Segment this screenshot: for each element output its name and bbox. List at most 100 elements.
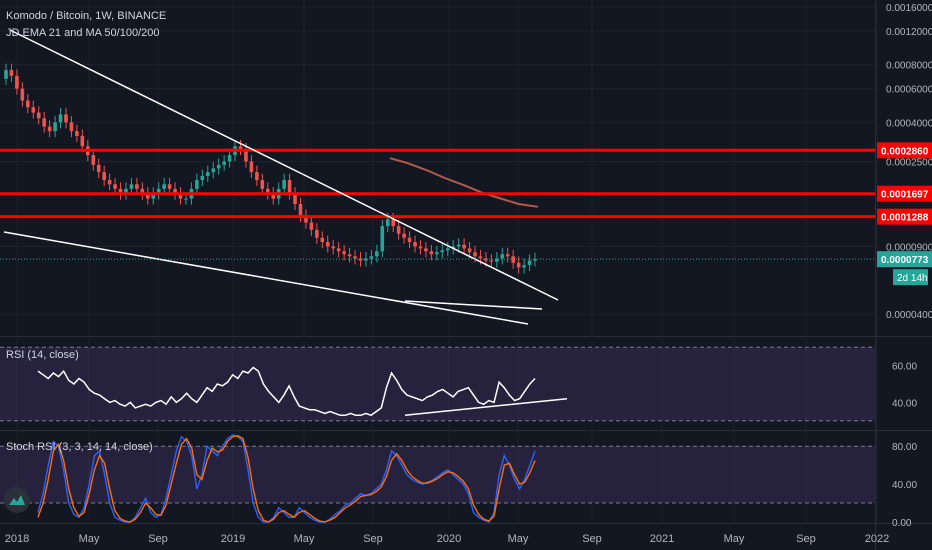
candle-body <box>36 112 41 119</box>
candle-body <box>178 193 183 199</box>
price-label-text: 0.0000773 <box>881 255 929 266</box>
candle-body <box>320 237 325 243</box>
x-tick-label: Sep <box>148 533 168 545</box>
candle-body <box>53 122 57 132</box>
candle-body <box>80 135 85 147</box>
rsi-tick-label: 40.00 <box>892 398 917 409</box>
upper-trendline <box>9 29 559 301</box>
candle-body <box>385 219 390 227</box>
candle-body <box>249 161 254 173</box>
candle-body <box>380 226 385 252</box>
candle-body <box>336 248 341 252</box>
x-tick-label: May <box>294 533 315 545</box>
candle-body <box>118 188 123 194</box>
candle-body <box>391 219 396 227</box>
x-tick-label: May <box>79 533 100 545</box>
candle-body <box>64 114 68 123</box>
x-tick-label: Sep <box>363 533 383 545</box>
candle-body <box>424 248 428 252</box>
candle-body <box>20 88 25 101</box>
stoch-tick-label: 80.00 <box>892 442 917 453</box>
candle-body <box>58 114 63 123</box>
candle-body <box>173 188 177 194</box>
stoch-tick-label: 40.00 <box>892 480 917 491</box>
candle-body <box>140 188 145 194</box>
candle-body <box>347 254 352 257</box>
candle-body <box>255 172 259 181</box>
stoch-rsi-legend: Stoch RSI (3, 3, 14, 14, close) <box>6 441 153 453</box>
lower-trendline <box>3 231 529 325</box>
candle-body <box>205 172 210 176</box>
candle-body <box>102 172 106 181</box>
x-tick-label: 2021 <box>650 533 674 545</box>
candle-body <box>216 164 221 169</box>
candle-body <box>31 107 36 113</box>
candle-body <box>162 184 166 189</box>
y-tick-label: 0.0002500 <box>886 157 932 168</box>
stoch-k-line <box>37 434 536 523</box>
indicator-legend: JD EMA 21 and MA 50/100/200 <box>6 27 160 39</box>
price-label-box <box>877 142 932 159</box>
candle-body <box>342 251 346 255</box>
candle-body <box>26 100 30 108</box>
candle-body <box>462 244 466 249</box>
candle-body <box>429 251 434 255</box>
rsi-tick-label: 60.00 <box>892 362 917 373</box>
candle-body <box>304 215 308 223</box>
candle-body <box>9 70 14 76</box>
x-tick-label: Sep <box>582 533 602 545</box>
candle-body <box>407 237 412 243</box>
tradingview-logo-icon[interactable] <box>4 487 30 513</box>
x-tick-label: 2022 <box>865 533 889 545</box>
candle-body <box>293 193 297 204</box>
candle-body <box>369 256 374 259</box>
candle-body <box>467 248 472 253</box>
price-label-box <box>877 251 932 268</box>
candle-body <box>456 244 461 247</box>
candle-body <box>91 155 96 165</box>
y-tick-label: 0.0008000 <box>886 61 932 72</box>
countdown-box <box>893 269 928 286</box>
candle-body <box>440 250 445 253</box>
candle-body <box>478 256 483 259</box>
price-label-box <box>877 185 932 202</box>
candle-body <box>282 180 286 189</box>
candle-body <box>489 260 494 262</box>
rsi-legend: RSI (14, close) <box>6 349 79 361</box>
y-tick-label: 0.0000900 <box>886 243 932 254</box>
y-tick-label: 0.0006000 <box>886 85 932 96</box>
candle-body <box>396 226 401 234</box>
rsi-band <box>0 347 875 421</box>
stoch-tick-label: 0.00 <box>892 518 912 529</box>
chart-title: Komodo / Bitcoin, 1W, BINANCE <box>6 10 167 22</box>
candle-body <box>495 258 499 262</box>
candle-body <box>533 259 537 261</box>
candle-body <box>500 254 505 259</box>
candle-body <box>287 180 292 194</box>
candle-body <box>200 175 205 181</box>
candle-body <box>445 248 450 251</box>
candle-body <box>129 184 134 189</box>
candle-body <box>244 149 248 162</box>
candle-body <box>47 126 52 132</box>
x-tick-label: 2019 <box>221 533 245 545</box>
candle-body <box>265 188 270 194</box>
candle-body <box>309 222 314 230</box>
candle-body <box>418 246 423 249</box>
rsi-line <box>37 366 536 417</box>
candle-body <box>69 122 74 132</box>
x-tick-label: May <box>724 533 745 545</box>
candle-body <box>227 155 232 162</box>
candle-body <box>413 242 417 247</box>
candle-body <box>145 193 150 199</box>
candle-body <box>260 180 265 189</box>
candle-body <box>364 258 368 261</box>
candle-body <box>124 188 128 194</box>
candle-body <box>473 252 477 257</box>
price-label-text: 0.0002860 <box>881 146 929 157</box>
candle-body <box>522 265 526 268</box>
candle-body <box>298 203 303 216</box>
candle-body <box>113 184 117 189</box>
candle-body <box>435 252 439 255</box>
